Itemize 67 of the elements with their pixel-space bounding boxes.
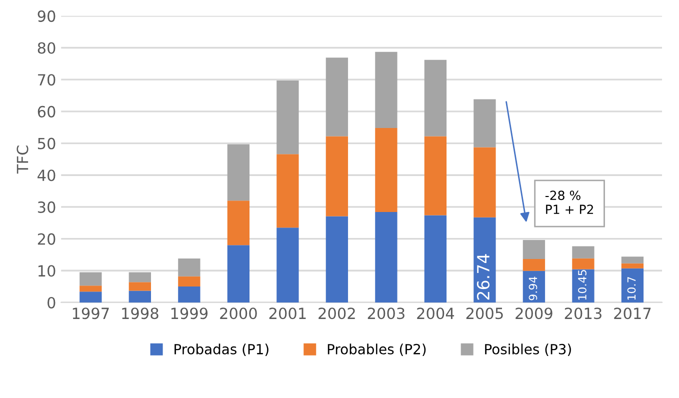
legend-label: Probadas (P1) [174,344,268,356]
bar [572,269,594,302]
x-tick-label: 2004 [417,308,454,320]
x-tick-label: 2003 [368,308,404,320]
data-label: 10.7 [627,277,636,300]
bar [178,276,200,287]
data-label: 10.45 [578,270,586,300]
bar [80,272,102,286]
bar [375,128,398,212]
x-tick-label: 1999 [171,308,208,320]
bar [375,52,398,128]
x-tick-label: 2001 [269,308,306,320]
x-tick-label: 2000 [220,308,257,320]
bar [326,216,348,302]
bar [572,246,594,258]
bar [178,258,200,276]
bar [276,80,299,154]
y-tick-label: 40 [38,170,56,182]
x-tick-label: 1998 [122,308,158,320]
y-tick-label: 30 [38,201,56,213]
bar [424,60,447,136]
y-tick-label: 90 [38,10,56,22]
legend-label: Probables (P2) [328,344,426,356]
bar [424,136,447,216]
bar [621,256,644,264]
bar [474,99,496,148]
bar [522,259,546,271]
y-tick-label: 60 [38,106,56,118]
y-tick-label: 70 [38,74,56,86]
bar [276,154,299,228]
bar [522,240,546,260]
bar [474,217,496,302]
bar [128,282,151,291]
y-tick-label: 10 [38,265,56,277]
bar [80,286,102,292]
bar [621,263,644,268]
y-axis-title: TFC [16,146,28,174]
bar [227,245,250,302]
data-label: 9.94 [528,276,538,300]
x-tick-label: 2017 [614,308,651,320]
bar [276,228,299,302]
y-tick-label: 80 [38,42,56,54]
x-tick-label: 2002 [318,308,355,320]
bar [227,144,250,201]
bar [474,147,496,218]
x-tick-label: 1997 [72,308,109,320]
y-tick-label: 50 [38,138,56,150]
bar [572,258,594,270]
y-tick-label: 20 [38,233,56,245]
bar [80,292,102,302]
bar [326,136,348,216]
bar [227,200,250,246]
bar [178,286,200,302]
bar [128,272,151,282]
bar [375,212,398,302]
bar [424,215,447,302]
annotation: -28 % P1 + P2 [545,190,593,214]
y-tick-label: 0 [48,296,56,308]
x-tick-label: 2013 [564,308,602,320]
bar [326,58,348,136]
data-label: 26.74 [476,254,490,300]
legend-label: Posibles (P3) [485,344,571,356]
bar [522,270,546,302]
bar [128,290,151,302]
x-tick-label: 2009 [516,308,552,320]
x-tick-label: 2005 [466,308,503,320]
bar [621,268,644,302]
